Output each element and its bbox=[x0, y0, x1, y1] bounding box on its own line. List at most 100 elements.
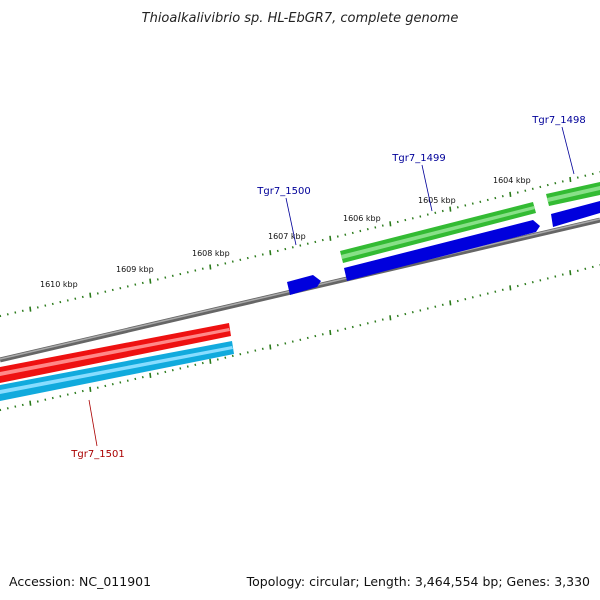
minor-tick bbox=[81, 389, 84, 393]
minor-tick bbox=[126, 379, 129, 382]
minor-tick bbox=[441, 209, 444, 213]
gene-feature-tgr7-1498[interactable] bbox=[551, 201, 600, 227]
minor-tick bbox=[74, 391, 77, 395]
minor-tick bbox=[479, 294, 482, 297]
minor-tick bbox=[381, 318, 384, 321]
minor-tick bbox=[231, 260, 234, 263]
inner-tick-ring bbox=[0, 264, 600, 412]
major-tick bbox=[89, 386, 92, 392]
minor-tick bbox=[44, 304, 47, 307]
minor-tick bbox=[546, 183, 549, 187]
major-tick bbox=[449, 300, 452, 306]
leader-line-tgr7-1499 bbox=[421, 164, 433, 212]
minor-tick bbox=[456, 206, 459, 209]
gene-label-tgr7-1499[interactable]: Tgr7_1499 bbox=[391, 153, 445, 164]
major-tick bbox=[509, 285, 512, 291]
gene-label-tgr7-1500[interactable]: Tgr7_1500 bbox=[256, 186, 310, 197]
minor-tick bbox=[539, 185, 542, 189]
major-tick bbox=[329, 329, 332, 336]
minor-tick bbox=[246, 351, 249, 354]
minor-tick bbox=[201, 361, 204, 365]
cds-feature-tgr7-1501-shine bbox=[0, 328, 230, 376]
minor-tick bbox=[44, 398, 47, 401]
minor-tick bbox=[59, 395, 62, 398]
minor-tick bbox=[351, 231, 354, 235]
tick-label: 1607 kbp bbox=[268, 232, 306, 241]
minor-tick bbox=[336, 235, 339, 238]
tick-label: 1606 kbp bbox=[343, 214, 381, 223]
tick-labels: 1610 kbp 1609 kbp 1608 kbp 1607 kbp 1606… bbox=[40, 176, 531, 289]
minor-tick bbox=[501, 288, 504, 292]
minor-tick bbox=[404, 218, 407, 222]
minor-tick bbox=[486, 292, 489, 295]
minor-tick bbox=[36, 400, 39, 403]
major-tick bbox=[29, 306, 32, 312]
minor-tick bbox=[21, 403, 24, 407]
minor-tick bbox=[426, 213, 429, 216]
minor-tick bbox=[344, 233, 347, 236]
minor-tick bbox=[276, 249, 279, 253]
minor-tick bbox=[486, 198, 489, 202]
minor-tick bbox=[171, 274, 174, 278]
minor-tick bbox=[374, 320, 377, 323]
major-tick bbox=[509, 191, 512, 197]
minor-tick bbox=[516, 284, 519, 288]
minor-tick bbox=[6, 407, 9, 410]
minor-tick bbox=[96, 386, 99, 389]
minor-tick bbox=[66, 299, 69, 302]
tick-label: 1604 kbp bbox=[493, 176, 531, 185]
minor-tick bbox=[141, 375, 144, 379]
minor-tick bbox=[119, 286, 122, 290]
minor-tick bbox=[306, 242, 309, 245]
gene-label-tgr7-1498[interactable]: Tgr7_1498 bbox=[531, 115, 585, 126]
major-tick bbox=[209, 264, 212, 270]
minor-tick bbox=[246, 256, 249, 260]
minor-tick bbox=[104, 384, 107, 388]
minor-tick bbox=[126, 285, 129, 288]
gene-label-tgr7-1501[interactable]: Tgr7_1501 bbox=[70, 449, 124, 460]
minor-tick bbox=[396, 314, 399, 318]
tick-label: 1609 kbp bbox=[116, 265, 154, 274]
minor-tick bbox=[216, 358, 219, 361]
minor-tick bbox=[254, 349, 257, 352]
minor-tick bbox=[291, 340, 294, 343]
gene-feature-tgr7-1500[interactable] bbox=[287, 275, 321, 295]
minor-tick bbox=[441, 303, 444, 307]
minor-tick bbox=[419, 215, 422, 218]
minor-tick bbox=[224, 356, 227, 359]
minor-tick bbox=[81, 295, 84, 299]
minor-tick bbox=[261, 347, 264, 351]
minor-tick bbox=[134, 377, 137, 381]
accession-text: Accession: NC_011901 bbox=[9, 574, 151, 589]
gene-feature-tgr7-1499[interactable] bbox=[344, 220, 540, 281]
major-tick bbox=[149, 372, 152, 378]
major-tick bbox=[269, 250, 272, 256]
forward-cds-track bbox=[340, 182, 600, 263]
minor-tick bbox=[591, 172, 594, 176]
minor-tick bbox=[194, 269, 197, 272]
major-tick bbox=[209, 358, 212, 364]
minor-tick bbox=[366, 322, 369, 325]
minor-tick bbox=[314, 334, 317, 338]
minor-tick bbox=[539, 279, 542, 282]
minor-tick bbox=[261, 253, 264, 256]
major-tick bbox=[269, 344, 272, 350]
minor-tick bbox=[111, 288, 114, 292]
minor-tick bbox=[576, 269, 579, 273]
minor-tick bbox=[119, 381, 122, 384]
minor-tick bbox=[404, 312, 407, 316]
minor-tick bbox=[524, 189, 527, 192]
minor-tick bbox=[0, 314, 2, 318]
minor-tick bbox=[186, 365, 189, 368]
minor-tick bbox=[516, 191, 519, 194]
minor-tick bbox=[464, 204, 467, 207]
minor-tick bbox=[51, 396, 54, 400]
minor-tick bbox=[21, 309, 24, 313]
tick-label: 1610 kbp bbox=[40, 280, 78, 289]
major-tick bbox=[389, 315, 392, 321]
minor-tick bbox=[224, 262, 227, 265]
major-tick bbox=[89, 292, 92, 298]
minor-tick bbox=[141, 281, 144, 285]
minor-tick bbox=[584, 267, 587, 271]
